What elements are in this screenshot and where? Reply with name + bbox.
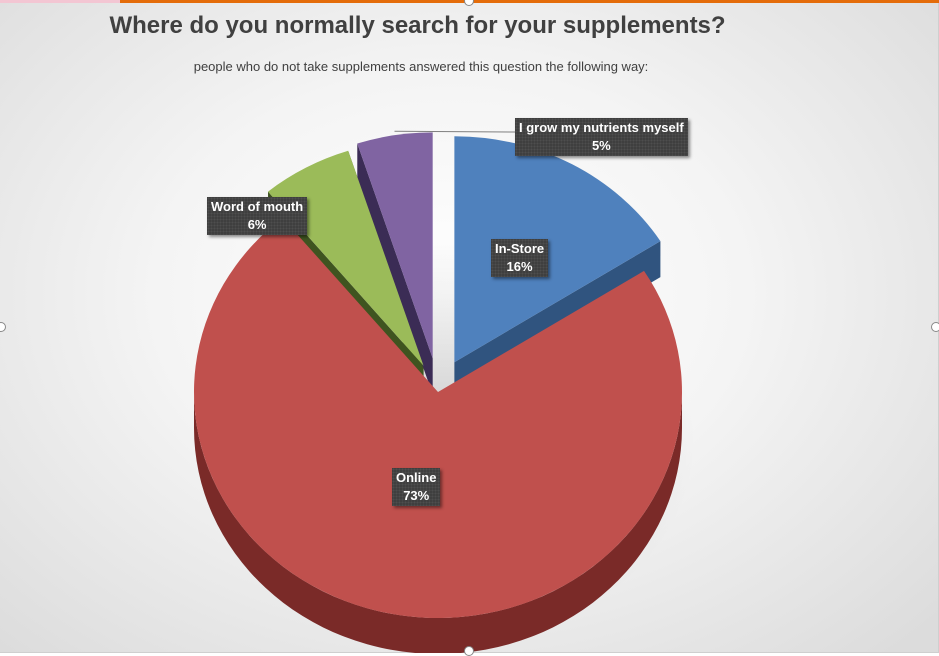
data-label-grow-myself-name: I grow my nutrients myself: [519, 120, 684, 135]
data-label-online-name: Online: [396, 470, 437, 485]
pie-slice-in-store: [454, 136, 661, 363]
pie-slice-online: [193, 217, 682, 618]
resize-handle-bottom[interactable]: [464, 646, 474, 656]
data-label-word-of-mouth-name: Word of mouth: [211, 199, 304, 214]
pie-side-online: [194, 392, 682, 653]
data-label-word-of-mouth-value: 6%: [247, 217, 267, 232]
pie-cut-grow-myself-0: [357, 143, 433, 395]
data-label-grow-myself-value: 5%: [591, 138, 611, 153]
leader-line-grow-myself: [394, 130, 516, 133]
data-label-online-value: 73%: [403, 488, 430, 503]
top-accent-bar-left: [0, 0, 120, 3]
data-label-in-store: In-Store 16%: [491, 239, 549, 277]
data-label-word-of-mouth: Word of mouth 6%: [207, 197, 308, 235]
data-label-in-store-value: 16%: [506, 259, 533, 274]
resize-handle-top[interactable]: [464, 0, 474, 6]
pie-slice-grow-myself: [357, 132, 433, 359]
chart-title: Where do you normally search for your su…: [109, 12, 726, 39]
chart-subtitle: people who do not take supplements answe…: [193, 59, 649, 74]
resize-handle-right[interactable]: [931, 322, 939, 332]
data-label-online: Online 73%: [392, 468, 441, 506]
resize-handle-left[interactable]: [0, 322, 6, 332]
data-label-grow-myself: I grow my nutrients myself 5%: [515, 118, 688, 156]
data-label-in-store-name: In-Store: [495, 241, 545, 256]
